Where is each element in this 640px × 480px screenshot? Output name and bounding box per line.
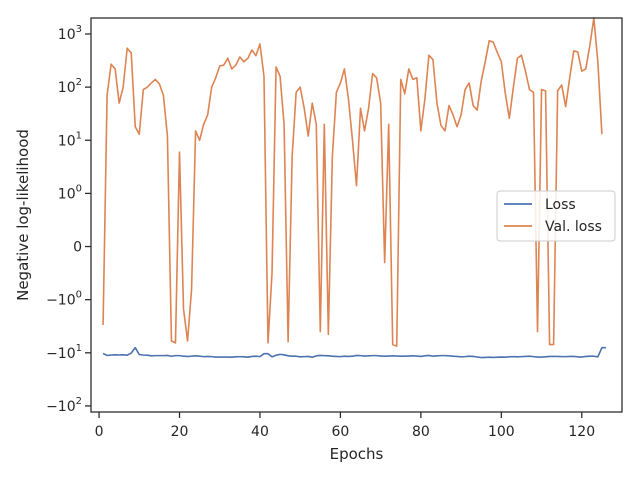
y-tick-label: 0: [73, 240, 82, 256]
legend-label: Val. loss: [545, 219, 602, 235]
x-tick-label: 80: [412, 424, 430, 440]
series-line-val-loss: [102, 17, 603, 347]
plot-series: [102, 17, 606, 359]
y-tick-label: −100: [46, 290, 82, 309]
y-axis-title: Negative log-likelihood: [14, 129, 32, 301]
x-axis: 0 20 40 60 80 100 120: [95, 412, 595, 440]
plot-area-frame: [90, 17, 623, 413]
series-line-loss: [102, 346, 606, 359]
x-tick-label: 0: [95, 424, 104, 440]
x-tick-label: 60: [331, 424, 349, 440]
x-axis-title: Epochs: [330, 445, 384, 463]
y-tick-label: −101: [46, 343, 82, 362]
legend-label: Loss: [545, 197, 576, 213]
x-tick-label: 40: [251, 424, 269, 440]
x-tick-label: 20: [171, 424, 189, 440]
x-tick-label: 100: [488, 424, 515, 440]
legend: Loss Val. loss: [496, 190, 616, 242]
x-tick-label: 120: [568, 424, 595, 440]
y-tick-label: −102: [46, 396, 82, 415]
